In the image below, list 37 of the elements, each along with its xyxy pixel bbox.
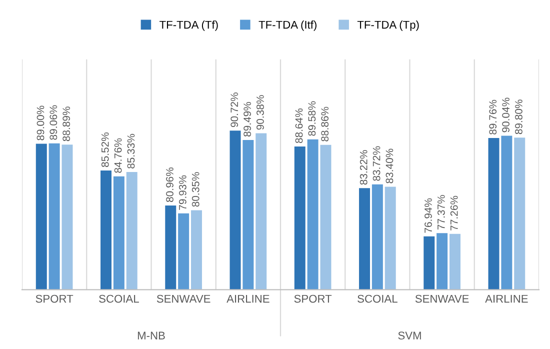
data-label: 77.26% bbox=[450, 196, 458, 230]
data-label: 88.86% bbox=[321, 106, 329, 142]
legend-label: TF-TDA (Tf) bbox=[160, 20, 218, 31]
x-tick-label: SENWAVE bbox=[415, 294, 469, 303]
x-tick-label: AIRLINE bbox=[226, 294, 270, 303]
x-tick-label: SCOIAL bbox=[358, 294, 398, 303]
x-tick-label: SCOIAL bbox=[99, 294, 139, 303]
data-label: 90.04% bbox=[502, 98, 510, 132]
data-label: 80.35% bbox=[192, 172, 200, 207]
data-label: 89.06% bbox=[50, 105, 58, 140]
data-label: 90.72% bbox=[230, 92, 238, 128]
data-label: 89.76% bbox=[489, 100, 497, 134]
data-label: 88.89% bbox=[62, 106, 70, 142]
data-label: 90.38% bbox=[256, 95, 264, 130]
data-label: 83.40% bbox=[386, 148, 394, 184]
data-label: 89.58% bbox=[308, 101, 316, 136]
x-tick-label: SPORT bbox=[294, 294, 332, 303]
data-label: 89.49% bbox=[244, 102, 251, 136]
x-tick-label: SENWAVE bbox=[156, 294, 210, 303]
data-label: 89.00% bbox=[36, 106, 44, 140]
data-label: 85.33% bbox=[127, 134, 135, 168]
text: SVM bbox=[398, 332, 421, 340]
data-label: 77.37% bbox=[437, 195, 445, 230]
legend-label: TF-TDA (Itf) bbox=[258, 20, 316, 31]
data-label: 84.76% bbox=[114, 138, 122, 173]
data-label: 76.94% bbox=[424, 198, 432, 233]
x-tick-label: AIRLINE bbox=[485, 294, 528, 303]
data-label: 85.52% bbox=[101, 132, 109, 167]
data-label: 80.96% bbox=[166, 167, 174, 202]
data-label: 88.64% bbox=[295, 108, 303, 144]
x-tick-label: SPORT bbox=[36, 294, 74, 303]
legend-label: TF-TDA (Tp) bbox=[357, 20, 419, 31]
text: M-NB bbox=[138, 332, 165, 340]
data-label: 83.72% bbox=[372, 146, 380, 181]
data-label: 89.80% bbox=[515, 100, 522, 134]
data-label: 79.93% bbox=[178, 175, 186, 210]
data-label: 83.22% bbox=[360, 150, 368, 185]
